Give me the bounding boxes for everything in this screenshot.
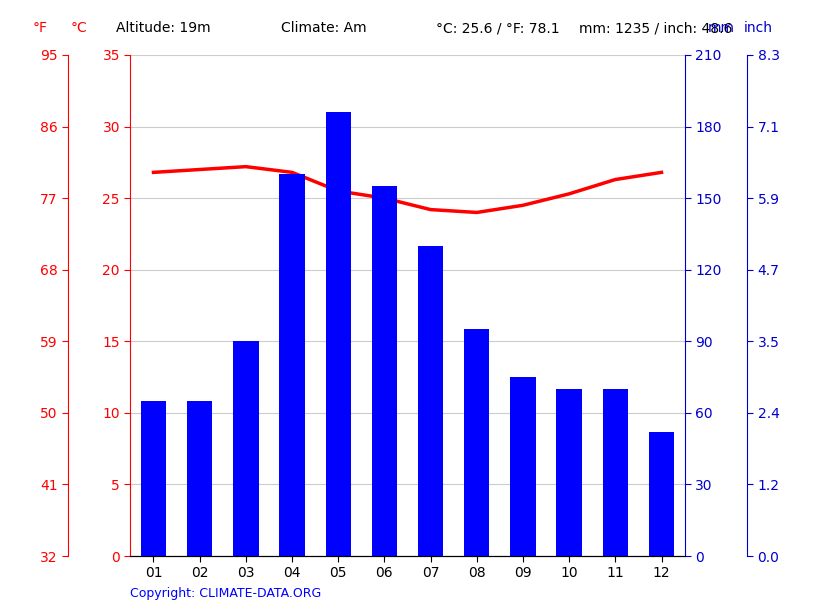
Text: °C: 25.6 / °F: 78.1: °C: 25.6 / °F: 78.1 [436,21,560,35]
Text: inch: inch [743,21,773,35]
Text: °F: °F [33,21,47,35]
Text: Climate: Am: Climate: Am [281,21,367,35]
Bar [187,401,213,556]
Bar [141,401,166,556]
Bar [557,389,582,556]
Text: Copyright: CLIMATE-DATA.ORG: Copyright: CLIMATE-DATA.ORG [130,587,322,600]
Bar [418,246,443,556]
Bar [280,174,305,556]
Text: mm: 1235 / inch: 48.6: mm: 1235 / inch: 48.6 [579,21,732,35]
Bar [372,186,397,556]
Bar [602,389,628,556]
Bar [233,342,258,556]
Bar [325,112,351,556]
Text: Altitude: 19m: Altitude: 19m [116,21,210,35]
Bar [510,377,535,556]
Text: °C: °C [71,21,88,35]
Text: mm: mm [707,21,734,35]
Bar [649,432,674,556]
Bar [464,329,490,556]
